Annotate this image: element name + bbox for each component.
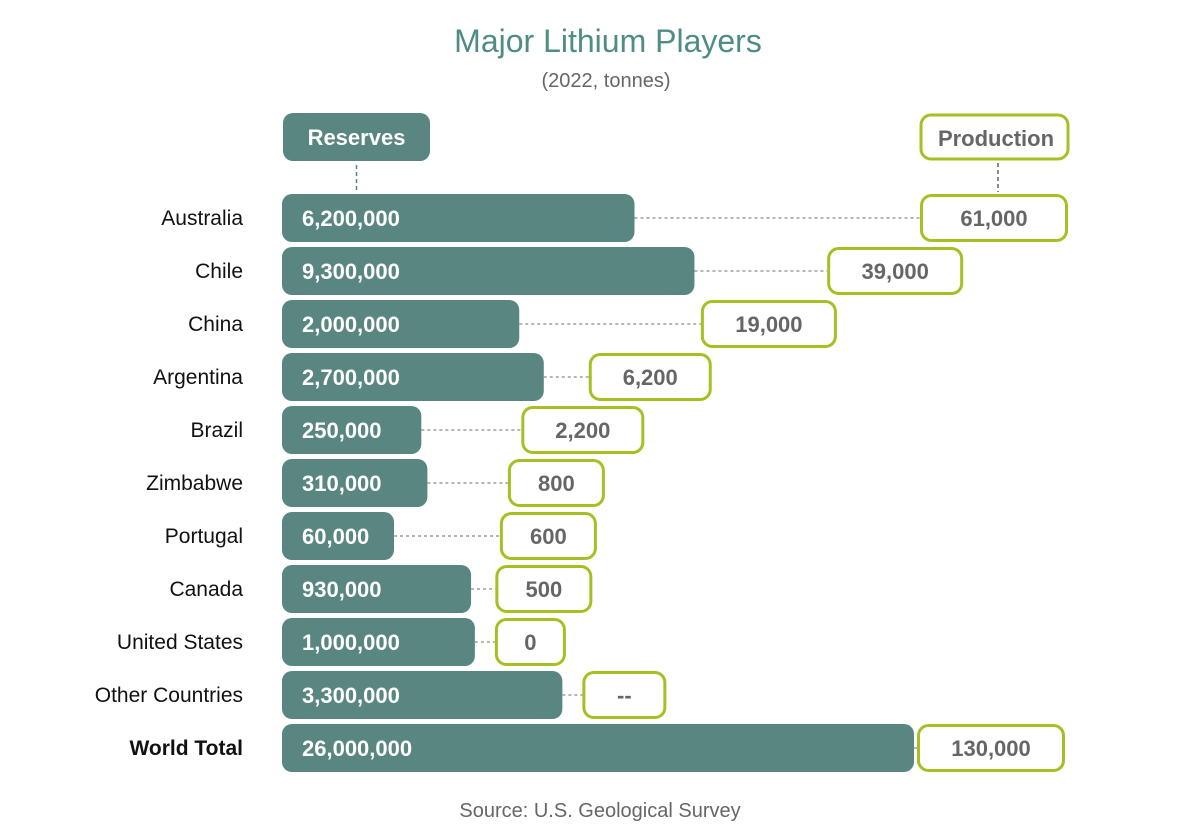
- production-box-zimbabwe: [507, 459, 605, 507]
- production-box-united-states: [494, 618, 566, 666]
- category-label-portugal: Portugal: [165, 525, 243, 548]
- reserves-bar-canada: [282, 565, 472, 613]
- production-value-world-total: 130,000: [951, 736, 1031, 761]
- category-label-argentina: Argentina: [153, 366, 243, 389]
- reserves-value-world-total: 26,000,000: [302, 736, 412, 761]
- production-value-chile: 39,000: [862, 259, 929, 284]
- reserves-value-zimbabwe: 310,000: [302, 471, 382, 496]
- production-value-other-countries: --: [617, 683, 632, 708]
- reserves-value-chile: 9,300,000: [302, 259, 400, 284]
- reserves-value-united-states: 1,000,000: [302, 630, 400, 655]
- reserves-value-other-countries: 3,300,000: [302, 683, 400, 708]
- category-label-zimbabwe: Zimbabwe: [146, 472, 243, 495]
- legend-production: Production: [919, 113, 1070, 192]
- legend-reserves-box: [283, 113, 430, 161]
- production-value-portugal: 600: [530, 524, 567, 549]
- reserves-bar-chile: [282, 247, 695, 295]
- production-value-china: 19,000: [735, 312, 802, 337]
- reserves-bar-world-total: [282, 724, 914, 772]
- production-box-canada: [495, 565, 593, 613]
- reserves-bar-argentina: [282, 353, 544, 401]
- reserves-bar-united-states: [282, 618, 475, 666]
- production-box-other-countries: [582, 671, 667, 719]
- production-value-australia: 61,000: [960, 206, 1027, 231]
- production-box-argentina: [588, 353, 712, 401]
- production-box-chile: [827, 247, 964, 295]
- reserves-bar-other-countries: [282, 671, 563, 719]
- category-label-united-states: United States: [117, 631, 243, 654]
- reserves-bar-portugal: [282, 512, 394, 560]
- production-box-world-total: [917, 724, 1065, 772]
- reserves-value-canada: 930,000: [302, 577, 382, 602]
- production-box-china: [700, 300, 837, 348]
- category-label-chile: Chile: [195, 260, 243, 283]
- category-label-brazil: Brazil: [190, 419, 243, 442]
- reserves-value-australia: 6,200,000: [302, 206, 400, 231]
- reserves-bar-australia: [282, 194, 635, 242]
- legend-production-label: Production: [938, 126, 1054, 151]
- production-value-canada: 500: [525, 577, 562, 602]
- category-label-canada: Canada: [169, 578, 243, 601]
- legend-production-box: [919, 113, 1070, 161]
- production-value-brazil: 2,200: [555, 418, 610, 443]
- reserves-value-argentina: 2,700,000: [302, 365, 400, 390]
- reserves-value-china: 2,000,000: [302, 312, 400, 337]
- category-label-world-total: World Total: [129, 737, 243, 760]
- category-label-other-countries: Other Countries: [95, 684, 243, 707]
- reserves-value-portugal: 60,000: [302, 524, 369, 549]
- legend-reserves: Reserves: [283, 113, 430, 192]
- production-value-zimbabwe: 800: [538, 471, 575, 496]
- chart-subtitle: (2022, tonnes): [542, 70, 671, 92]
- category-label-australia: Australia: [161, 207, 243, 230]
- reserves-bar-zimbabwe: [282, 459, 428, 507]
- legend-reserves-label: Reserves: [308, 125, 406, 150]
- production-box-australia: [920, 194, 1068, 242]
- production-box-brazil: [521, 406, 645, 454]
- chart-title: Major Lithium Players: [454, 23, 762, 59]
- production-value-argentina: 6,200: [623, 365, 678, 390]
- chart-rows: Australia 6,200,000 61,000 Chile 9,300,000 39…: [95, 194, 1068, 772]
- reserves-bar-china: [282, 300, 520, 348]
- chart-source: Source: U.S. Geological Survey: [459, 800, 740, 822]
- category-label-china: China: [188, 313, 243, 336]
- reserves-value-brazil: 250,000: [302, 418, 382, 443]
- production-value-united-states: 0: [524, 630, 536, 655]
- reserves-bar-brazil: [282, 406, 422, 454]
- production-box-portugal: [499, 512, 597, 560]
